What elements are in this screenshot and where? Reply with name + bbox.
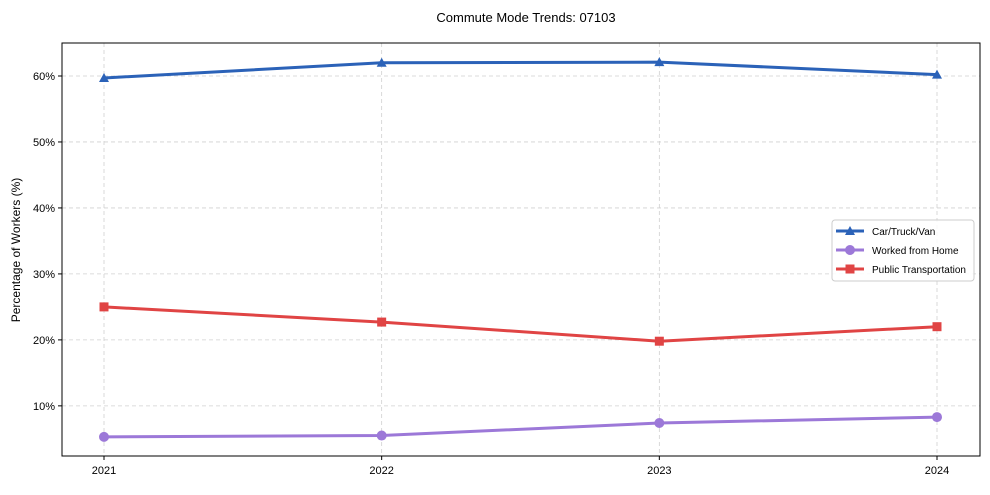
chart-title: Commute Mode Trends: 07103: [436, 10, 615, 25]
y-tick-label: 50%: [33, 137, 55, 149]
circle-marker: [932, 412, 942, 423]
legend-label: Worked from Home: [872, 246, 959, 257]
series-line: [103, 60, 938, 80]
triangle-marker: [99, 72, 109, 82]
legend: Car/Truck/Van Worked from Home Public Tran…: [831, 219, 975, 282]
square-marker: [377, 317, 387, 327]
circle-marker: [654, 418, 665, 429]
square-marker: [654, 336, 664, 346]
y-axis-label: Percentage of Workers (%): [9, 178, 23, 323]
legend-label: Public Transportation: [872, 265, 966, 276]
series-car-truck-van: [99, 57, 942, 82]
circle-marker: [845, 245, 855, 255]
plot-frame: [61, 42, 981, 457]
series-public-transportation: [99, 302, 942, 346]
series-line: [103, 305, 938, 343]
x-tick-label: 2023: [647, 465, 671, 477]
y-tick-label: 20%: [33, 335, 55, 347]
x-tick-label: 2021: [92, 465, 116, 477]
triangle-marker: [654, 57, 665, 67]
series-lines: [99, 57, 942, 442]
circle-marker: [376, 430, 387, 441]
legend-item: Public Transportation: [836, 264, 966, 276]
square-marker: [845, 264, 855, 274]
square-marker: [99, 302, 109, 312]
triangle-marker: [376, 57, 387, 67]
series-worked-from-home: [99, 412, 942, 442]
axis-ticks: 2021 2022 2023 2024 10% 20% 30% 40% 50% 60%: [33, 71, 949, 477]
triangle-marker: [845, 226, 855, 235]
legend-item: Car/Truck/Van: [836, 226, 935, 238]
triangle-marker: [932, 69, 942, 79]
legend-item: Worked from Home: [836, 245, 959, 257]
y-tick-label: 30%: [33, 269, 55, 281]
y-tick-label: 40%: [33, 203, 55, 215]
series-line: [103, 415, 938, 439]
legend-box: [831, 219, 975, 282]
y-tick-label: 10%: [33, 401, 55, 413]
legend-label: Car/Truck/Van: [872, 227, 935, 238]
square-marker: [932, 322, 942, 332]
y-tick-label: 60%: [33, 71, 55, 83]
x-tick-label: 2024: [925, 465, 949, 477]
x-tick-label: 2022: [369, 465, 393, 477]
circle-marker: [99, 431, 109, 442]
